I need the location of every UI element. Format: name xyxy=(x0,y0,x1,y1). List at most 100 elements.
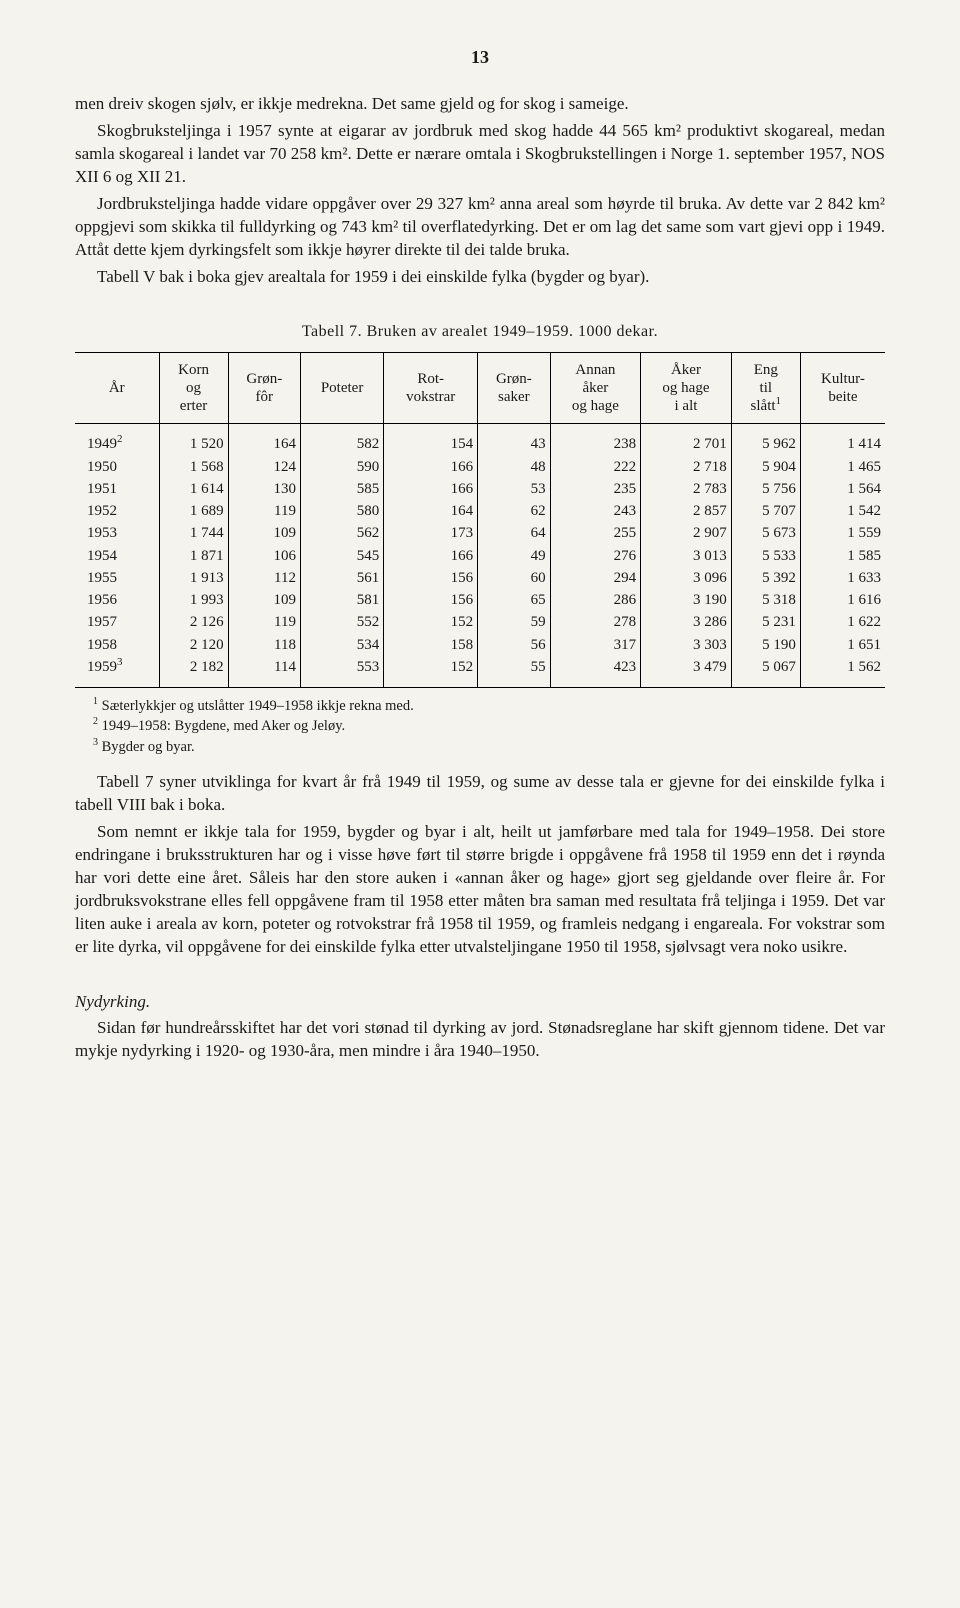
table-cell: 2 718 xyxy=(641,456,732,478)
table-cell: 5 533 xyxy=(731,545,800,567)
table-cell: 286 xyxy=(550,589,641,611)
footnotes: 1 Sæterlykkjer og utslåtter 1949–1958 ik… xyxy=(75,696,885,757)
table-cell: 545 xyxy=(301,545,384,567)
page-number: 13 xyxy=(75,45,885,69)
table-cell: 55 xyxy=(478,656,550,688)
paragraph-3: Jordbruksteljinga hadde vidare oppgåver … xyxy=(75,193,885,262)
table-cell: 64 xyxy=(478,522,550,544)
table-row: 19531 744109562173642552 9075 6731 559 xyxy=(75,522,885,544)
table-cell: 1 993 xyxy=(159,589,228,611)
table-row: 19541 871106545166492763 0135 5331 585 xyxy=(75,545,885,567)
table-cell: 119 xyxy=(228,500,300,522)
table-cell: 158 xyxy=(384,634,478,656)
table-header-row: År Kornogerter Grøn-fôr Poteter Rot-voks… xyxy=(75,353,885,424)
table-cell: 1 520 xyxy=(159,424,228,456)
table-cell: 1 414 xyxy=(800,424,885,456)
table-cell: 43 xyxy=(478,424,550,456)
table-cell: 114 xyxy=(228,656,300,688)
table-row: 19511 614130585166532352 7835 7561 564 xyxy=(75,478,885,500)
table-cell: 2 857 xyxy=(641,500,732,522)
table-cell: 119 xyxy=(228,611,300,633)
table-cell: 1 651 xyxy=(800,634,885,656)
table-cell: 1 562 xyxy=(800,656,885,688)
table-cell: 156 xyxy=(384,567,478,589)
table-cell: 65 xyxy=(478,589,550,611)
table-cell: 2 120 xyxy=(159,634,228,656)
table-cell: 222 xyxy=(550,456,641,478)
col-aker-alt: Åkerog hagei alt xyxy=(641,353,732,424)
table-cell: 19492 xyxy=(75,424,159,456)
table-cell: 5 707 xyxy=(731,500,800,522)
table-cell: 238 xyxy=(550,424,641,456)
data-table: År Kornogerter Grøn-fôr Poteter Rot-voks… xyxy=(75,352,885,688)
table-cell: 1 568 xyxy=(159,456,228,478)
table-cell: 109 xyxy=(228,589,300,611)
table-cell: 1951 xyxy=(75,478,159,500)
table-cell: 60 xyxy=(478,567,550,589)
table-cell: 561 xyxy=(301,567,384,589)
table-cell: 154 xyxy=(384,424,478,456)
table-cell: 1 871 xyxy=(159,545,228,567)
table-cell: 1955 xyxy=(75,567,159,589)
table-cell: 164 xyxy=(384,500,478,522)
paragraph-6: Som nemnt er ikkje tala for 1959, bygder… xyxy=(75,821,885,959)
table-cell: 3 096 xyxy=(641,567,732,589)
footnote-2: 2 1949–1958: Bygdene, med Aker og Jeløy. xyxy=(93,716,885,736)
table-cell: 3 303 xyxy=(641,634,732,656)
table-cell: 590 xyxy=(301,456,384,478)
table-cell: 1954 xyxy=(75,545,159,567)
table-cell: 2 907 xyxy=(641,522,732,544)
table-cell: 580 xyxy=(301,500,384,522)
table-cell: 118 xyxy=(228,634,300,656)
table-cell: 1 622 xyxy=(800,611,885,633)
table-cell: 5 231 xyxy=(731,611,800,633)
table-cell: 553 xyxy=(301,656,384,688)
table-row: 195932 182114553152554233 4795 0671 562 xyxy=(75,656,885,688)
table-cell: 1953 xyxy=(75,522,159,544)
col-year: År xyxy=(75,353,159,424)
table-cell: 166 xyxy=(384,545,478,567)
table-cell: 5 067 xyxy=(731,656,800,688)
table-cell: 2 126 xyxy=(159,611,228,633)
table-cell: 49 xyxy=(478,545,550,567)
table-cell: 3 286 xyxy=(641,611,732,633)
table-row: 19551 913112561156602943 0965 3921 633 xyxy=(75,567,885,589)
table-cell: 124 xyxy=(228,456,300,478)
table-cell: 1 465 xyxy=(800,456,885,478)
table-cell: 1952 xyxy=(75,500,159,522)
table-cell: 152 xyxy=(384,656,478,688)
table-cell: 5 904 xyxy=(731,456,800,478)
table-cell: 255 xyxy=(550,522,641,544)
nydyrking-section: Nydyrking. xyxy=(75,991,885,1014)
table-cell: 552 xyxy=(301,611,384,633)
table-cell: 1958 xyxy=(75,634,159,656)
col-annan: Annanåkerog hage xyxy=(550,353,641,424)
table-cell: 2 783 xyxy=(641,478,732,500)
table-cell: 5 318 xyxy=(731,589,800,611)
table-cell: 130 xyxy=(228,478,300,500)
table-cell: 235 xyxy=(550,478,641,500)
table-cell: 1 744 xyxy=(159,522,228,544)
paragraph-2: Skogbruksteljinga i 1957 synte at eigara… xyxy=(75,120,885,189)
table-cell: 5 190 xyxy=(731,634,800,656)
table-body: 194921 520164582154432382 7015 9621 4141… xyxy=(75,424,885,688)
table-cell: 109 xyxy=(228,522,300,544)
paragraph-4: Tabell V bak i boka gjev arealtala for 1… xyxy=(75,266,885,289)
table-cell: 1 542 xyxy=(800,500,885,522)
table-cell: 53 xyxy=(478,478,550,500)
table-cell: 1956 xyxy=(75,589,159,611)
table-cell: 56 xyxy=(478,634,550,656)
col-korn: Kornogerter xyxy=(159,353,228,424)
table-cell: 59 xyxy=(478,611,550,633)
col-gronfor: Grøn-fôr xyxy=(228,353,300,424)
table-cell: 1 585 xyxy=(800,545,885,567)
paragraph-1: men dreiv skogen sjølv, er ikkje medrekn… xyxy=(75,93,885,116)
table-cell: 582 xyxy=(301,424,384,456)
table-cell: 562 xyxy=(301,522,384,544)
table-cell: 19593 xyxy=(75,656,159,688)
table-cell: 1950 xyxy=(75,456,159,478)
table-cell: 166 xyxy=(384,478,478,500)
table-row: 19501 568124590166482222 7185 9041 465 xyxy=(75,456,885,478)
table-title: Tabell 7. Bruken av arealet 1949–1959. 1… xyxy=(75,321,885,343)
table-cell: 3 190 xyxy=(641,589,732,611)
